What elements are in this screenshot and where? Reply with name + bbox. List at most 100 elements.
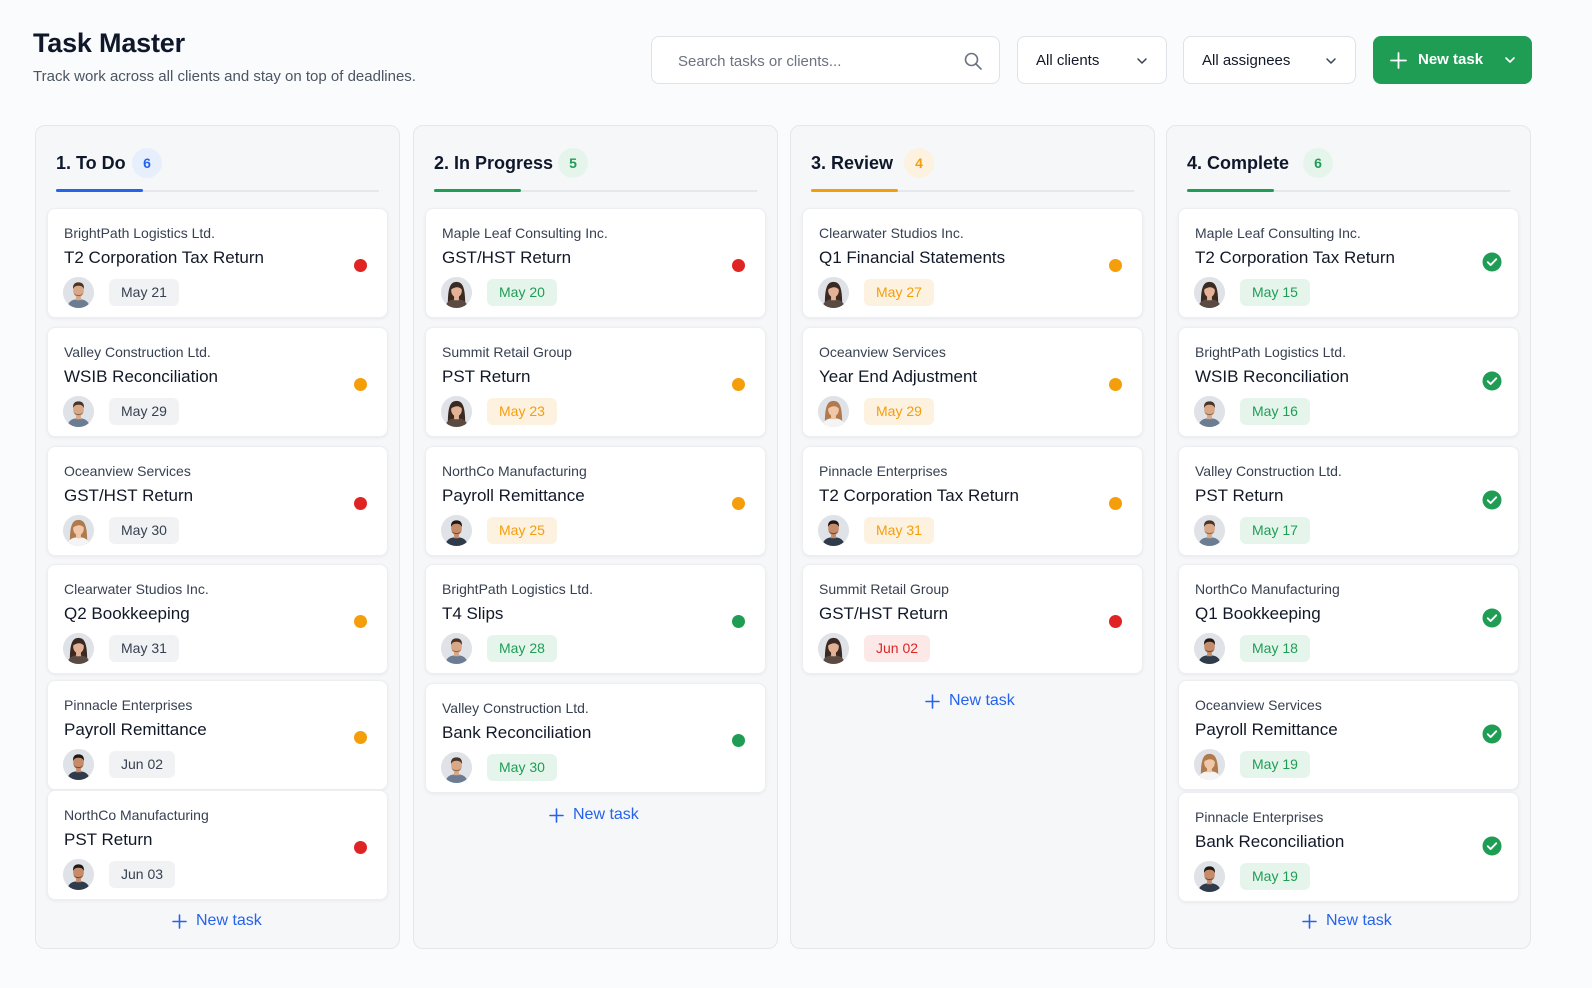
assignee-avatar[interactable] bbox=[63, 859, 94, 890]
task-card[interactable]: Summit Retail Group GST/HST Return Jun 02 bbox=[802, 564, 1143, 674]
due-date-badge: Jun 02 bbox=[864, 635, 931, 662]
due-date-badge: May 30 bbox=[109, 517, 179, 544]
column-header: 2. In Progress 5 bbox=[434, 148, 759, 178]
chevron-down-icon[interactable] bbox=[1504, 54, 1516, 66]
priority-dot-icon bbox=[1109, 615, 1122, 628]
assignee-avatar[interactable] bbox=[818, 515, 849, 546]
task-title: T4 Slips bbox=[442, 604, 504, 623]
add-task-label: New task bbox=[949, 692, 1015, 709]
column-accent-underline bbox=[811, 189, 898, 192]
assignee-avatar[interactable] bbox=[1194, 396, 1225, 427]
search-box[interactable] bbox=[651, 36, 1000, 84]
assignee-avatar[interactable] bbox=[1194, 277, 1225, 308]
new-task-button[interactable]: New task bbox=[1373, 36, 1532, 84]
add-task-label: New task bbox=[1326, 912, 1392, 929]
task-title: WSIB Reconciliation bbox=[1195, 367, 1350, 386]
column-count-badge: 4 bbox=[904, 148, 934, 178]
task-client-name: Pinnacle Enterprises bbox=[819, 463, 948, 479]
due-date-badge: May 28 bbox=[487, 635, 557, 662]
task-card[interactable]: Pinnacle Enterprises T2 Corporation Tax R… bbox=[802, 446, 1143, 556]
search-input[interactable] bbox=[678, 49, 958, 73]
task-card[interactable]: NorthCo Manufacturing Q1 Bookkeeping May 1… bbox=[1178, 564, 1519, 674]
task-card[interactable]: Valley Construction Ltd. PST Return May 17 bbox=[1178, 446, 1519, 556]
task-card[interactable]: Pinnacle Enterprises Payroll Remittance Ju… bbox=[47, 680, 388, 790]
assignee-avatar[interactable] bbox=[441, 277, 472, 308]
task-client-name: Valley Construction Ltd. bbox=[442, 700, 589, 716]
assignee-avatar[interactable] bbox=[63, 749, 94, 780]
assignee-avatar[interactable] bbox=[441, 633, 472, 664]
assignee-avatar[interactable] bbox=[63, 515, 94, 546]
task-card[interactable]: Maple Leaf Consulting Inc. T2 Corporation… bbox=[1178, 208, 1519, 318]
task-title: GST/HST Return bbox=[64, 486, 194, 505]
assignee-avatar[interactable] bbox=[818, 277, 849, 308]
due-date-badge: May 31 bbox=[109, 635, 179, 662]
task-card[interactable]: BrightPath Logistics Ltd. T4 Slips May 28 bbox=[425, 564, 766, 674]
priority-dot-icon bbox=[354, 378, 367, 391]
column-divider bbox=[434, 190, 757, 192]
priority-dot-icon bbox=[1109, 259, 1122, 272]
task-card[interactable]: Maple Leaf Consulting Inc. GST/HST Return… bbox=[425, 208, 766, 318]
task-card[interactable]: Valley Construction Ltd. Bank Reconciliat… bbox=[425, 683, 766, 793]
page-title: Task Master bbox=[33, 28, 185, 58]
plus-icon bbox=[549, 808, 564, 823]
assignee-avatar[interactable] bbox=[1194, 861, 1225, 892]
task-card[interactable]: BrightPath Logistics Ltd. T2 Corporation … bbox=[47, 208, 388, 318]
column-review: 3. Review 4 Clearwater Studios Inc. Q1 Fina… bbox=[790, 125, 1155, 949]
due-date-badge: May 29 bbox=[864, 398, 934, 425]
task-client-name: BrightPath Logistics Ltd. bbox=[64, 225, 215, 241]
task-card[interactable]: Clearwater Studios Inc. Q1 Financial Stat… bbox=[802, 208, 1143, 318]
task-card[interactable]: NorthCo Manufacturing PST Return Jun 03 bbox=[47, 790, 388, 900]
assignees-filter-dropdown[interactable]: All assignees bbox=[1183, 36, 1356, 84]
assignee-avatar[interactable] bbox=[818, 633, 849, 664]
column-divider bbox=[811, 190, 1134, 192]
clients-filter-dropdown[interactable]: All clients bbox=[1017, 36, 1167, 84]
task-client-name: Summit Retail Group bbox=[442, 344, 572, 360]
assignee-avatar[interactable] bbox=[441, 515, 472, 546]
assignee-avatar[interactable] bbox=[1194, 749, 1225, 780]
page-subtitle: Track work across all clients and stay o… bbox=[33, 68, 416, 85]
due-date-badge: May 20 bbox=[487, 279, 557, 306]
task-card[interactable]: Oceanview Services GST/HST Return May 30 bbox=[47, 446, 388, 556]
column-title: 1. To Do bbox=[56, 153, 126, 173]
plus-icon bbox=[172, 914, 187, 929]
plus-icon bbox=[1390, 52, 1407, 69]
task-client-name: Maple Leaf Consulting Inc. bbox=[442, 225, 608, 241]
assignee-avatar[interactable] bbox=[441, 752, 472, 783]
priority-dot-icon bbox=[1109, 497, 1122, 510]
assignee-avatar[interactable] bbox=[63, 396, 94, 427]
assignee-avatar[interactable] bbox=[63, 633, 94, 664]
due-date-badge: May 16 bbox=[1240, 398, 1310, 425]
check-circle-icon bbox=[1482, 490, 1502, 510]
search-icon[interactable] bbox=[963, 51, 983, 71]
priority-dot-icon bbox=[732, 497, 745, 510]
task-card[interactable]: BrightPath Logistics Ltd. WSIB Reconcilia… bbox=[1178, 327, 1519, 437]
column-complete: 4. Complete 6 Maple Leaf Consulting Inc. T2… bbox=[1166, 125, 1531, 949]
plus-icon bbox=[925, 694, 940, 709]
assignee-avatar[interactable] bbox=[441, 396, 472, 427]
task-title: Payroll Remittance bbox=[442, 486, 585, 505]
task-card[interactable]: Pinnacle Enterprises Bank Reconciliation M… bbox=[1178, 792, 1519, 902]
check-circle-icon bbox=[1482, 608, 1502, 628]
priority-dot-icon bbox=[1109, 378, 1122, 391]
due-date-badge: May 19 bbox=[1240, 751, 1310, 778]
assignee-avatar[interactable] bbox=[818, 396, 849, 427]
task-title: Payroll Remittance bbox=[1195, 720, 1338, 739]
column-header: 4. Complete 6 bbox=[1187, 148, 1512, 178]
assignee-avatar[interactable] bbox=[1194, 633, 1225, 664]
column-title: 3. Review bbox=[811, 153, 894, 173]
task-card[interactable]: Oceanview Services Year End Adjustment May… bbox=[802, 327, 1143, 437]
due-date-badge: May 17 bbox=[1240, 517, 1310, 544]
task-card[interactable]: Valley Construction Ltd. WSIB Reconciliat… bbox=[47, 327, 388, 437]
column-accent-underline bbox=[56, 189, 143, 192]
column-accent-underline bbox=[434, 189, 521, 192]
priority-dot-icon bbox=[354, 841, 367, 854]
task-card[interactable]: Clearwater Studios Inc. Q2 Bookkeeping May… bbox=[47, 564, 388, 674]
task-card[interactable]: Oceanview Services Payroll Remittance May … bbox=[1178, 680, 1519, 790]
task-card[interactable]: Summit Retail Group PST Return May 23 bbox=[425, 327, 766, 437]
check-circle-icon bbox=[1482, 371, 1502, 391]
assignee-avatar[interactable] bbox=[1194, 515, 1225, 546]
task-client-name: NorthCo Manufacturing bbox=[64, 807, 209, 823]
task-card[interactable]: NorthCo Manufacturing Payroll Remittance M… bbox=[425, 446, 766, 556]
task-client-name: Clearwater Studios Inc. bbox=[819, 225, 964, 241]
assignee-avatar[interactable] bbox=[63, 277, 94, 308]
